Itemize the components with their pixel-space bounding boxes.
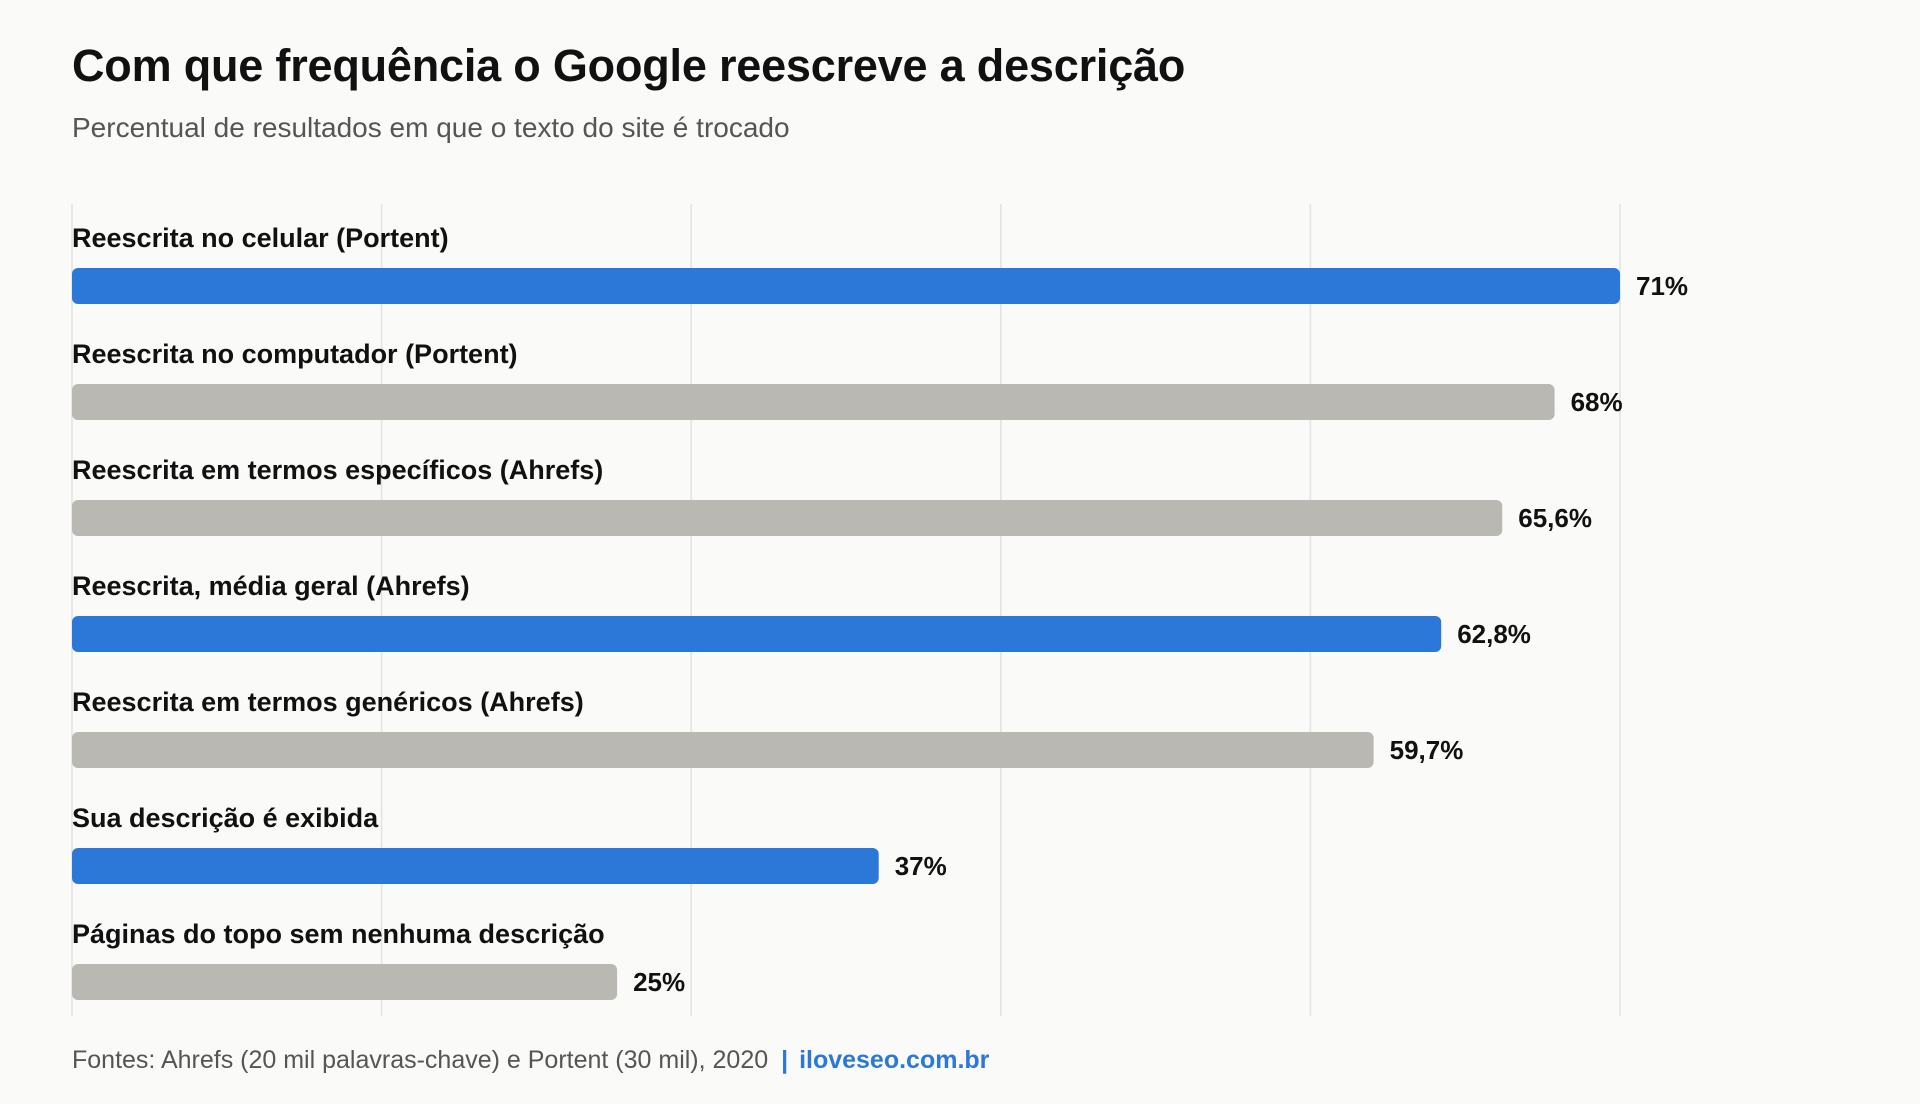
source-note: Fontes: Ahrefs (20 mil palavras-chave) e…	[72, 1046, 989, 1075]
category-label: Reescrita em termos específicos (Ahrefs)	[72, 455, 603, 485]
category-label: Reescrita no computador (Portent)	[72, 339, 518, 369]
bar	[72, 732, 1374, 768]
bar	[72, 268, 1620, 304]
chart-title: Com que frequência o Google reescreve a …	[72, 40, 1186, 91]
bar-chart: Reescrita no celular (Portent) 71% Reescri…	[71, 204, 1688, 1016]
bar	[72, 848, 879, 884]
bar	[72, 964, 618, 1000]
category-label: Reescrita, média geral (Ahrefs)	[72, 571, 470, 601]
bar	[72, 500, 1503, 536]
category-label: Reescrita no celular (Portent)	[72, 223, 449, 253]
value-label: 37%	[895, 851, 947, 881]
category-label: Reescrita em termos genéricos (Ahrefs)	[72, 687, 584, 717]
value-label: 68%	[1571, 387, 1623, 417]
category-label: Sua descrição é exibida	[72, 803, 379, 833]
value-label: 65,6%	[1518, 503, 1592, 533]
bar	[72, 384, 1555, 420]
value-label: 59,7%	[1390, 735, 1464, 765]
value-label: 71%	[1636, 271, 1688, 301]
source-text: Fontes: Ahrefs (20 mil palavras-chave) e…	[72, 1046, 769, 1074]
value-label: 25%	[633, 967, 685, 997]
source-separator: |	[781, 1046, 789, 1074]
value-label: 62,8%	[1457, 619, 1531, 649]
site-link[interactable]: iloveseo.com.br	[799, 1046, 990, 1074]
category-label: Páginas do topo sem nenhuma descrição	[72, 919, 605, 949]
bar	[72, 616, 1442, 652]
chart-subtitle: Percentual de resultados em que o texto …	[72, 112, 790, 143]
